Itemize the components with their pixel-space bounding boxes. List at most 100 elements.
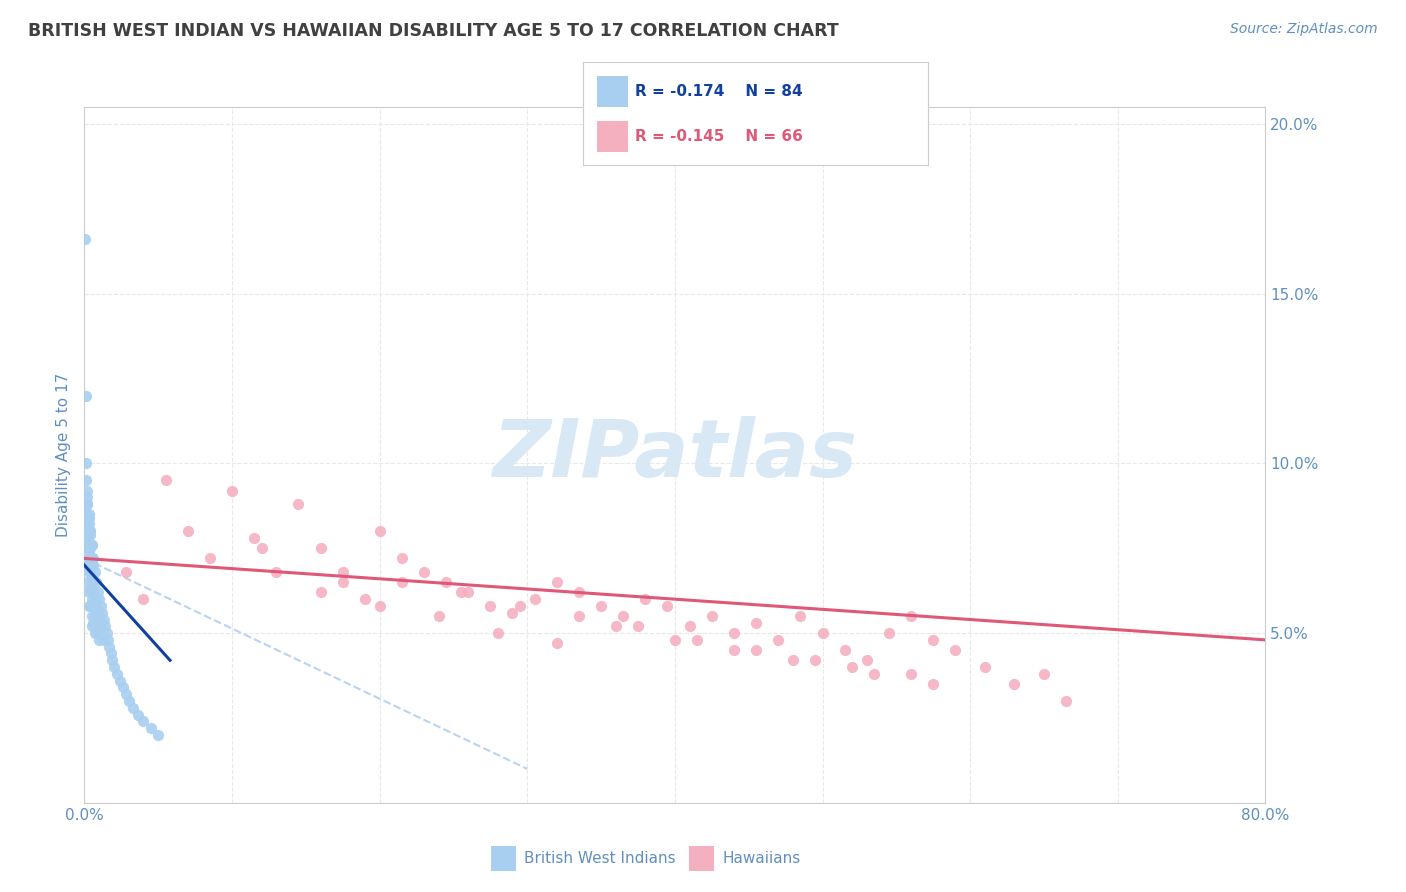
Text: R = -0.145    N = 66: R = -0.145 N = 66: [636, 128, 803, 144]
Point: [332, 565, 354, 579]
Point: [77, 599, 100, 613]
Point: [79, 582, 101, 596]
Point: [568, 609, 591, 624]
Point: [82, 585, 104, 599]
Point: [243, 531, 266, 545]
Point: [509, 599, 531, 613]
Point: [77, 585, 100, 599]
Point: [132, 714, 155, 729]
Point: [76, 531, 98, 545]
Point: [91, 626, 114, 640]
Point: [664, 632, 686, 647]
Point: [83, 599, 105, 613]
Point: [139, 721, 162, 735]
Point: [82, 615, 104, 630]
Point: [76, 531, 98, 545]
Text: British West Indians: British West Indians: [524, 851, 676, 866]
Point: [612, 609, 634, 624]
Point: [634, 592, 657, 607]
Point: [287, 497, 309, 511]
Point: [75, 457, 97, 471]
Point: [80, 619, 103, 633]
Bar: [689, 847, 714, 871]
Point: [122, 700, 145, 714]
Point: [79, 599, 101, 613]
Point: [745, 643, 768, 657]
Point: [83, 626, 105, 640]
Point: [657, 599, 679, 613]
Point: [79, 524, 101, 539]
Point: [84, 613, 107, 627]
Point: [77, 544, 100, 558]
Point: [177, 524, 200, 539]
Point: [79, 527, 101, 541]
Point: [83, 565, 105, 579]
Point: [80, 575, 103, 590]
Point: [486, 626, 509, 640]
Text: BRITISH WEST INDIAN VS HAWAIIAN DISABILITY AGE 5 TO 17 CORRELATION CHART: BRITISH WEST INDIAN VS HAWAIIAN DISABILI…: [28, 22, 839, 40]
Bar: [491, 847, 516, 871]
Point: [89, 592, 111, 607]
Point: [76, 497, 98, 511]
Point: [745, 615, 768, 630]
Point: [101, 653, 124, 667]
Point: [114, 687, 136, 701]
Point: [700, 609, 723, 624]
Point: [782, 653, 804, 667]
Point: [354, 592, 377, 607]
Point: [546, 575, 568, 590]
Point: [1032, 666, 1054, 681]
Point: [605, 619, 627, 633]
Point: [77, 508, 100, 522]
Point: [80, 572, 103, 586]
Point: [80, 551, 103, 566]
Point: [922, 677, 945, 691]
Y-axis label: Disability Age 5 to 17: Disability Age 5 to 17: [56, 373, 72, 537]
Point: [76, 575, 98, 590]
Point: [75, 508, 97, 522]
Point: [900, 666, 922, 681]
Point: [89, 613, 111, 627]
Point: [413, 565, 436, 579]
Point: [77, 517, 100, 532]
Point: [103, 660, 125, 674]
Point: [945, 643, 967, 657]
Point: [250, 541, 273, 556]
Point: [86, 606, 108, 620]
Point: [855, 653, 877, 667]
Point: [309, 541, 332, 556]
Point: [79, 524, 101, 539]
Point: [922, 632, 945, 647]
Point: [108, 673, 131, 688]
Point: [155, 474, 177, 488]
Point: [479, 599, 502, 613]
Point: [627, 619, 650, 633]
Point: [76, 483, 98, 498]
Point: [900, 609, 922, 624]
Point: [723, 626, 745, 640]
Point: [79, 541, 101, 556]
Point: [76, 497, 98, 511]
Point: [591, 599, 613, 613]
Point: [501, 606, 523, 620]
Point: [76, 491, 98, 505]
Point: [148, 728, 170, 742]
Point: [84, 619, 107, 633]
Point: [76, 558, 98, 573]
Point: [82, 585, 104, 599]
Point: [391, 575, 413, 590]
Point: [93, 632, 115, 647]
Point: [80, 538, 103, 552]
Text: R = -0.174    N = 84: R = -0.174 N = 84: [636, 84, 803, 99]
Point: [309, 585, 332, 599]
Point: [100, 647, 122, 661]
Point: [863, 666, 886, 681]
Point: [94, 619, 117, 633]
Point: [1004, 677, 1026, 691]
Point: [97, 632, 120, 647]
Text: Source: ZipAtlas.com: Source: ZipAtlas.com: [1230, 22, 1378, 37]
Point: [90, 619, 112, 633]
Point: [80, 538, 103, 552]
Point: [973, 660, 995, 674]
Point: [789, 609, 811, 624]
